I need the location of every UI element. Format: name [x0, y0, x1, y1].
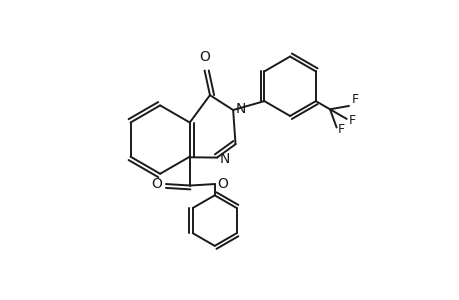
- Text: F: F: [351, 92, 358, 106]
- Text: F: F: [337, 123, 344, 136]
- Text: O: O: [199, 50, 210, 64]
- Text: F: F: [348, 114, 355, 127]
- Text: O: O: [217, 177, 228, 191]
- Text: N: N: [235, 101, 246, 116]
- Text: N: N: [219, 152, 230, 166]
- Text: O: O: [151, 177, 162, 191]
